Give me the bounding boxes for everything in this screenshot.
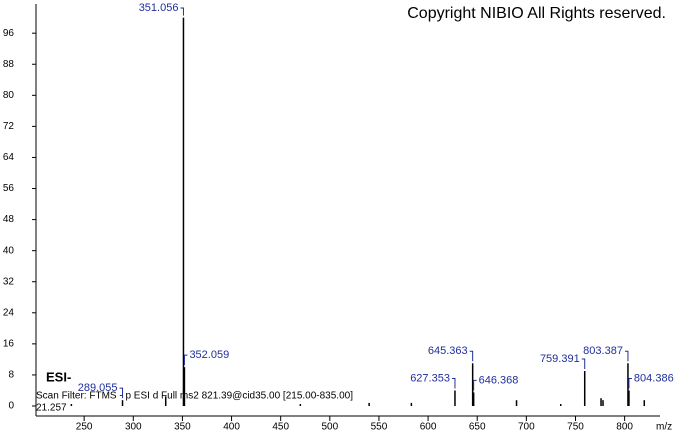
x-tick-label: 400 — [223, 422, 240, 433]
peak-label: 646.368 — [479, 374, 519, 386]
x-tick-label: 250 — [76, 422, 93, 433]
peak-label: 804.386 — [634, 372, 674, 384]
label-bracket — [180, 7, 184, 16]
peak-label: 289.055 — [78, 382, 118, 394]
peak-label: 627.353 — [410, 372, 450, 384]
retention-time: 21.257 — [36, 403, 67, 414]
label-bracket — [581, 358, 586, 370]
x-tick-label: 650 — [469, 422, 486, 433]
x-tick-label: 450 — [272, 422, 289, 433]
x-tick-label: 600 — [420, 422, 437, 433]
y-tick-label: 64 — [3, 152, 15, 163]
y-tick-label: 56 — [3, 183, 15, 194]
y-tick-label: 0 — [8, 401, 14, 412]
y-tick-label: 88 — [3, 59, 15, 70]
peak-label: 759.391 — [540, 353, 580, 365]
x-axis-label: m/z — [656, 422, 672, 433]
y-tick-label: 48 — [3, 214, 15, 225]
y-tick-label: 96 — [3, 28, 15, 39]
y-tick-label: 80 — [3, 90, 15, 101]
label-bracket — [624, 350, 629, 362]
label-bracket — [628, 377, 632, 389]
y-tick-label: 40 — [3, 245, 15, 256]
y-tick-label: 24 — [3, 307, 15, 318]
peak-label: 803.387 — [583, 345, 623, 357]
peak-label: 645.363 — [428, 345, 468, 357]
x-tick-label: 750 — [567, 422, 584, 433]
x-tick-label: 550 — [371, 422, 388, 433]
y-tick-label: 32 — [3, 276, 15, 287]
label-bracket — [473, 379, 477, 391]
y-tick-label: 8 — [8, 370, 14, 381]
label-bracket — [469, 350, 474, 362]
scan-filter: Scan Filter: FTMS - p ESI d Full ms2 821… — [36, 391, 353, 402]
ion-mode: ESI- — [46, 369, 71, 384]
peak-label: 351.056 — [139, 2, 179, 14]
label-bracket — [119, 387, 124, 399]
y-tick-label: 16 — [3, 339, 15, 350]
x-tick-label: 500 — [321, 422, 338, 433]
peak-label: 352.059 — [189, 349, 229, 361]
x-tick-label: 800 — [616, 422, 633, 433]
label-bracket — [183, 354, 188, 366]
label-bracket — [451, 377, 456, 389]
x-tick-label: 700 — [518, 422, 535, 433]
x-tick-label: 350 — [174, 422, 191, 433]
x-tick-label: 300 — [125, 422, 142, 433]
y-tick-label: 72 — [3, 121, 15, 132]
chart-title: Copyright NIBIO All Rights reserved. — [407, 5, 666, 22]
